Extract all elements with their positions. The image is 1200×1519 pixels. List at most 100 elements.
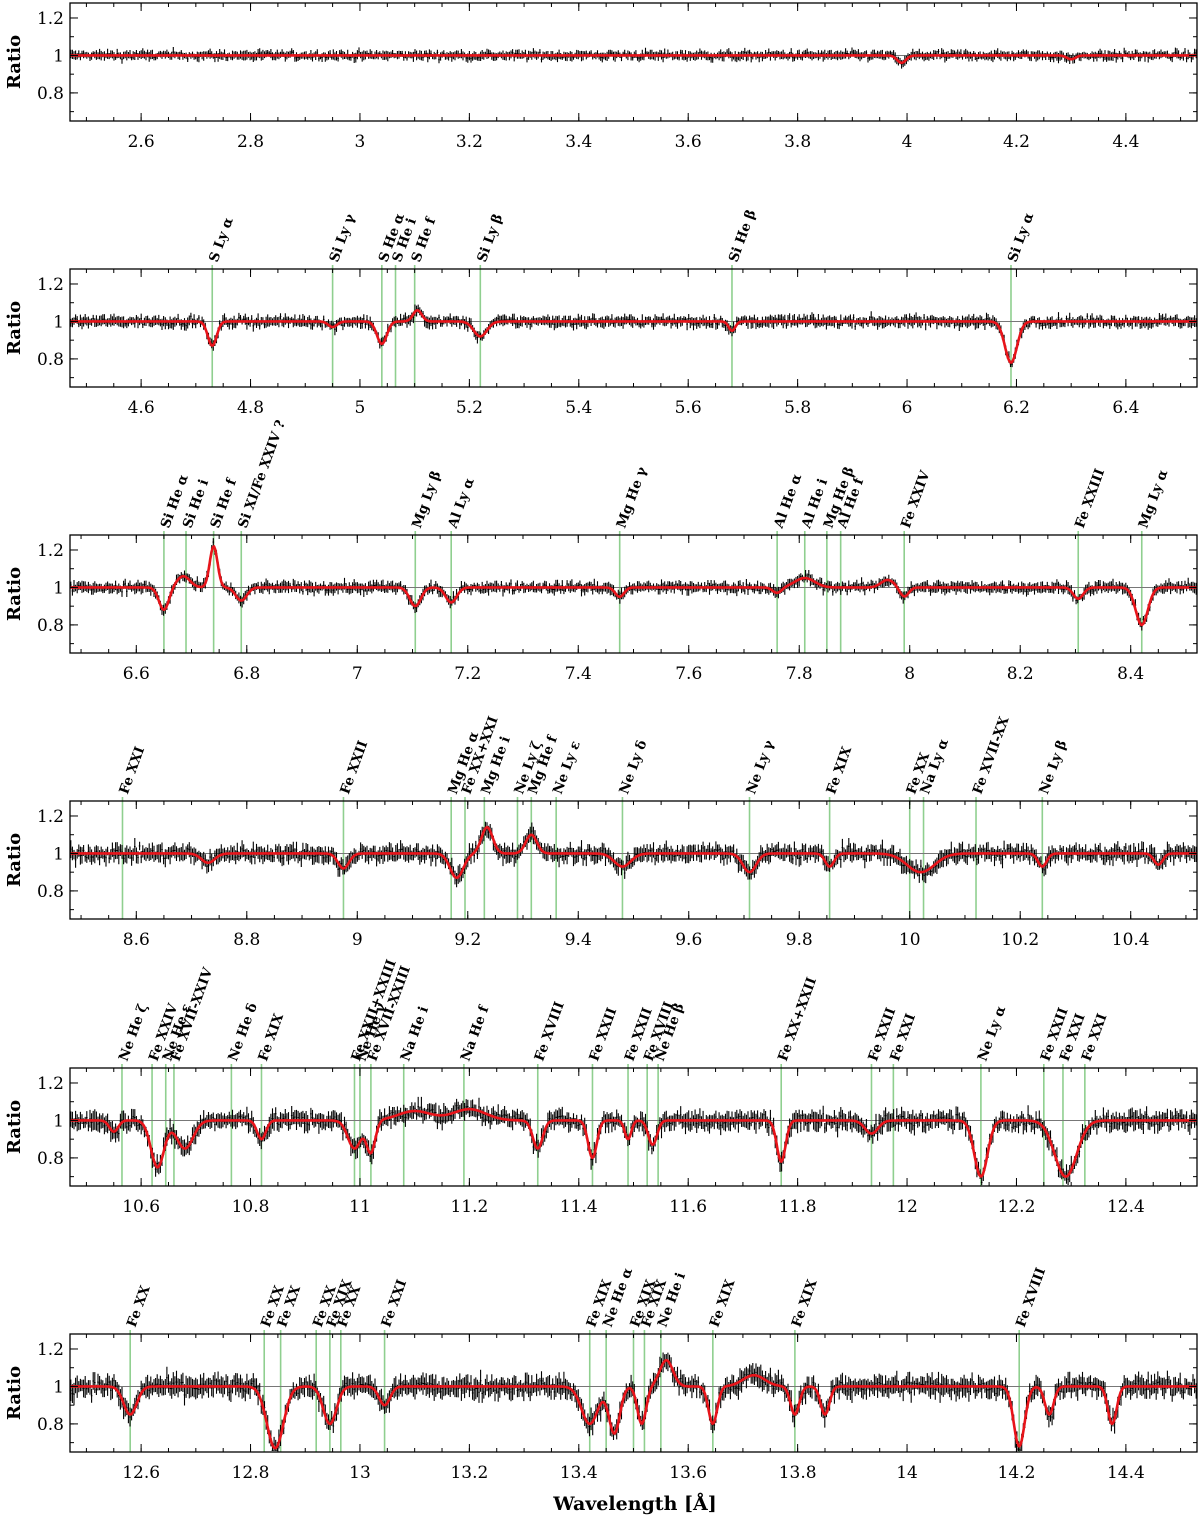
line-id-label: Si He β [726,208,760,265]
x-tick-label: 11.6 [669,1197,707,1217]
x-tick-label: 8.6 [123,930,150,950]
x-tick-label: 12.2 [998,1197,1036,1217]
y-tick-label: 0.8 [37,1415,64,1435]
x-tick-label: 7 [352,664,363,684]
x-axis-label: Wavelength [Å] [552,1492,716,1515]
x-tick-label: 13.8 [779,1463,817,1483]
panel-6: 12.6 12.8 13 13.2 13.4 13.6 13.8 14 14.2 14.4 0.8 1… [4,1265,1198,1483]
x-tick-label: 4.2 [1003,132,1030,152]
x-tick-label: 3.2 [456,132,483,152]
y-tick-label: 0.8 [37,616,64,636]
y-tick-label: 1 [53,312,64,332]
x-tick-label: 12.6 [122,1463,160,1483]
y-tick-label: 1.2 [37,1074,64,1094]
x-tick-label: 6.4 [1112,398,1139,418]
x-tick-label: 3.4 [565,132,592,152]
y-tick-label: 0.8 [37,882,64,902]
y-tick-label: 1.2 [37,807,64,827]
line-id-label: Mg Ly β [409,469,444,531]
y-axis-label: Ratio [4,301,25,355]
x-tick-label: 6 [902,398,913,418]
line-id-label: Fe XXIII [1072,467,1108,531]
y-tick-label: 1 [53,844,64,864]
line-id-label: S Ly α [206,215,237,265]
x-tick-label: 5.4 [565,398,592,418]
x-tick-label: 4.6 [128,398,155,418]
data-series [70,47,1197,69]
x-tick-label: 5.6 [675,398,702,418]
x-tick-label: 5.2 [456,398,483,418]
y-tick-label: 0.8 [37,1149,64,1169]
model-curve [70,545,1197,627]
x-tick-label: 4.4 [1112,132,1139,152]
x-tick-label: 7.8 [786,664,813,684]
line-id-label: Fe XVIII [1013,1266,1049,1330]
line-id-label: Fe XXIV [898,468,934,530]
x-tick-label: 4 [902,132,913,152]
x-tick-label: 6.6 [123,664,150,684]
line-id-label: Ne Ly γ [743,738,777,796]
line-id-label: Fe XVII-XX [970,714,1013,796]
line-id-label: Fe XIX [823,744,855,796]
y-axis-label: Ratio [4,1366,25,1420]
panel-4: 8.6 8.8 9 9.2 9.4 9.6 9.8 10 10.2 10.4 0.8 1 1.2 Rati… [4,714,1198,950]
axes-frame [69,2,1198,122]
x-tick-label: 6.8 [233,664,260,684]
y-axis-label: Ratio [4,35,25,89]
x-tick-label: 7.6 [675,664,702,684]
y-axis-label: Ratio [4,567,25,621]
x-tick-label: 13.4 [560,1463,598,1483]
panel-5: 10.6 10.8 11 11.2 11.4 11.6 11.8 12 12.2 12.40.81… [4,957,1198,1217]
line-id-label: Fe XX [124,1283,154,1329]
model-curve [70,54,1197,65]
line-id-label: Na He i [397,1004,432,1063]
y-axis-label: Ratio [4,1100,25,1154]
line-id-label: Ne He ζ [116,1002,151,1064]
y-tick-label: 1.2 [37,9,64,29]
x-tick-label: 13.6 [669,1463,707,1483]
x-tick-label: 6.2 [1003,398,1030,418]
x-tick-label: 14.2 [998,1463,1036,1483]
x-tick-label: 8 [904,664,915,684]
panel-1: 2.6 2.8 3 3.2 3.4 3.6 3.8 4 4.2 4.4 0.8 1 1.2 Ratio [4,2,1198,152]
line-id-label: Fe XXII [337,739,371,797]
x-tick-label: 4.8 [237,398,264,418]
x-tick-label: 12 [896,1197,918,1217]
panel-3: 6.6 6.8 7 7.2 7.4 7.6 7.8 8 8.2 8.4 0.8 1 1.2 Ratio Si… [4,418,1198,684]
x-tick-label: 10.8 [232,1197,270,1217]
line-id-label: Ne He δ [225,1001,261,1063]
x-tick-label: 9.2 [454,930,481,950]
y-tick-label: 1.2 [37,541,64,561]
line-id-label: Al Ly α [445,475,478,531]
y-tick-label: 0.8 [37,84,64,104]
y-tick-label: 1 [53,1111,64,1131]
x-tick-label: 12.8 [232,1463,270,1483]
x-tick-label: 8.2 [1007,664,1034,684]
x-tick-label: 3.6 [675,132,702,152]
line-id-label: Fe XIX [707,1277,739,1329]
x-tick-label: 8.8 [233,930,260,950]
y-axis-label: Ratio [4,833,25,887]
y-tick-label: 1.2 [37,1340,64,1360]
model-curve [70,309,1197,364]
line-id-label: Ne Ly β [1036,738,1070,796]
line-id-label: Fe XXII [586,1006,620,1064]
y-tick-label: 1 [53,578,64,598]
x-tick-label: 10.4 [1112,930,1150,950]
panels-group: 2.6 2.8 3 3.2 3.4 3.6 3.8 4 4.2 4.40.811.2Ratio4.… [4,2,1198,1483]
y-tick-label: 1 [53,1377,64,1397]
x-tick-label: 7.4 [565,664,592,684]
x-tick-label: 13 [349,1463,371,1483]
line-id-label: Mg Ly α [1135,467,1171,530]
x-tick-label: 9.8 [786,930,813,950]
line-id-label: Mg He γ [613,465,650,531]
x-tick-label: 8.4 [1117,664,1144,684]
x-tick-label: 14 [896,1463,918,1483]
line-id-label: Fe XXI [116,744,148,796]
line-id-label: Ne Ly δ [616,738,650,796]
x-tick-label: 12.4 [1107,1197,1145,1217]
data-series [70,538,1197,631]
x-tick-label: 3.8 [784,132,811,152]
line-id-label: Fe XVIII [531,1000,567,1064]
